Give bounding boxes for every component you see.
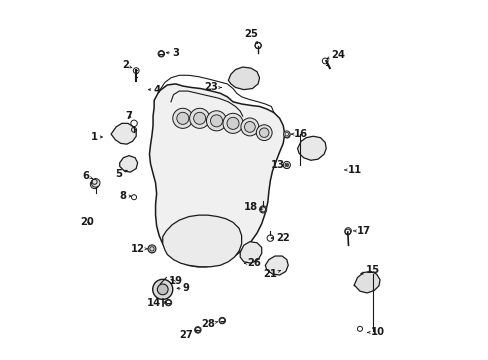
Text: 22: 22: [271, 233, 289, 243]
Text: 1: 1: [90, 132, 102, 142]
Circle shape: [152, 279, 172, 300]
Circle shape: [283, 131, 289, 137]
Text: 15: 15: [360, 265, 379, 275]
Polygon shape: [149, 84, 284, 267]
Text: 4: 4: [148, 85, 160, 95]
Circle shape: [177, 112, 188, 124]
Text: 19: 19: [168, 276, 183, 286]
Text: 7: 7: [125, 111, 132, 121]
Circle shape: [148, 245, 156, 253]
Polygon shape: [228, 67, 259, 90]
Polygon shape: [111, 123, 136, 144]
Text: 12: 12: [130, 244, 147, 254]
Circle shape: [172, 108, 192, 129]
Circle shape: [91, 179, 100, 187]
Polygon shape: [163, 215, 241, 267]
Text: 16: 16: [291, 129, 307, 139]
Circle shape: [189, 108, 209, 129]
Circle shape: [90, 180, 99, 189]
Text: 14: 14: [147, 298, 166, 308]
Text: 3: 3: [166, 48, 179, 58]
Polygon shape: [120, 156, 137, 172]
Text: 26: 26: [244, 258, 261, 268]
Circle shape: [259, 206, 266, 213]
Text: 28: 28: [201, 319, 217, 329]
Text: 2: 2: [122, 60, 132, 70]
Circle shape: [226, 117, 239, 129]
Text: 13: 13: [270, 160, 287, 170]
Text: 6: 6: [82, 171, 92, 181]
Circle shape: [283, 161, 290, 168]
Polygon shape: [240, 242, 261, 263]
Polygon shape: [297, 136, 325, 160]
Text: 8: 8: [120, 191, 131, 201]
Text: 20: 20: [81, 217, 94, 227]
Circle shape: [259, 128, 268, 138]
Text: 18: 18: [244, 202, 262, 212]
Circle shape: [241, 118, 258, 136]
Circle shape: [206, 111, 226, 131]
Circle shape: [193, 112, 205, 124]
Circle shape: [157, 284, 168, 295]
Circle shape: [210, 115, 222, 127]
Text: 5: 5: [115, 169, 127, 179]
Text: 25: 25: [244, 29, 257, 44]
Text: 17: 17: [353, 226, 370, 236]
Text: 23: 23: [204, 82, 221, 93]
Circle shape: [244, 122, 255, 132]
Text: 9: 9: [177, 283, 189, 293]
Text: 10: 10: [367, 327, 384, 337]
Text: 21: 21: [263, 269, 280, 279]
Text: 11: 11: [344, 165, 361, 175]
Polygon shape: [353, 271, 379, 293]
Text: 24: 24: [326, 50, 345, 60]
Text: 27: 27: [179, 330, 198, 340]
Circle shape: [256, 125, 271, 140]
Polygon shape: [265, 256, 287, 275]
Circle shape: [223, 113, 243, 134]
